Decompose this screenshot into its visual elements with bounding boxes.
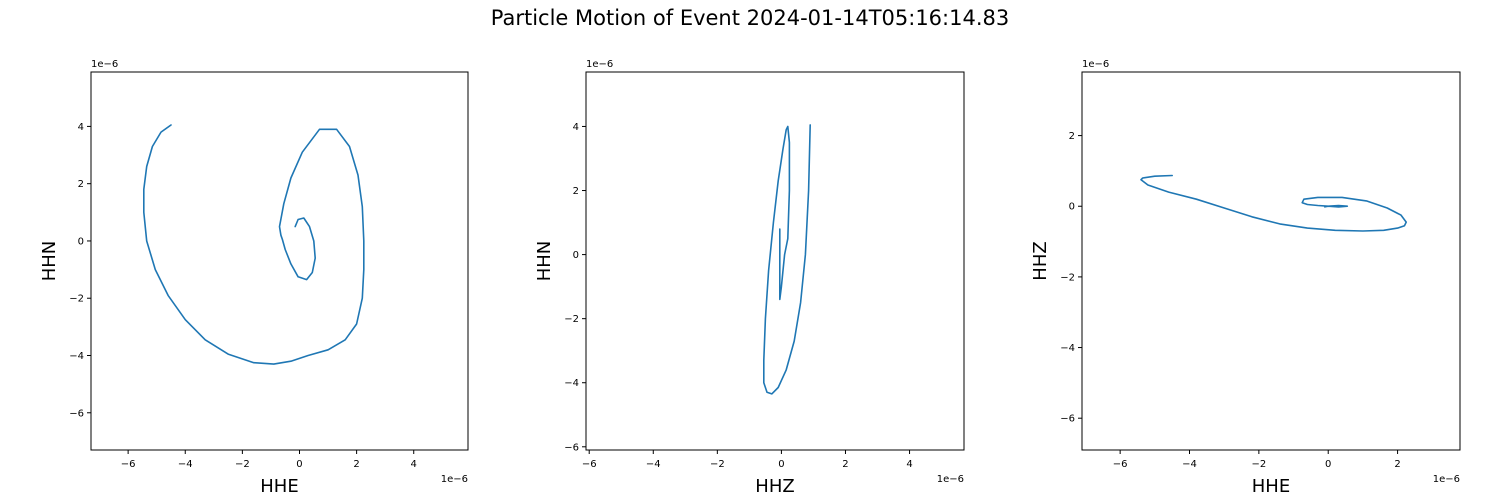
y-tick-label: −4 xyxy=(69,351,84,362)
x-tick-label: −6 xyxy=(121,459,136,470)
x-tick-label: 4 xyxy=(411,459,417,470)
series-line xyxy=(762,124,812,395)
axes-frame xyxy=(90,71,469,451)
x-tick-label: 2 xyxy=(842,459,848,470)
y-offset-label: 1e−6 xyxy=(91,59,118,70)
x-tick-label: −4 xyxy=(646,459,661,470)
x-offset-label: 1e−6 xyxy=(441,474,468,485)
y-tick-label: 0 xyxy=(1069,202,1075,213)
y-tick-label: −4 xyxy=(564,378,579,389)
y-tick-label: 4 xyxy=(78,122,84,133)
subplot-3: −6 −4 −2 0 2 −6 −4 −2 0 2 HHE HHZ 1e−6 1e−6 xyxy=(1030,59,1461,497)
x-offset-label: 1e−6 xyxy=(1433,474,1460,485)
x-tick-label: −2 xyxy=(710,459,725,470)
x-axis-label: HHE xyxy=(260,476,298,497)
x-tick-label: 0 xyxy=(778,459,784,470)
subplot-1: −6 −4 −2 0 2 4 −6 −4 −2 0 2 4 HHE HHN 1e−6 1e−6 xyxy=(39,59,469,497)
x-tick-label: 2 xyxy=(353,459,359,470)
x-offset-label: 1e−6 xyxy=(937,474,964,485)
y-tick-label: 0 xyxy=(573,250,579,261)
y-axis-label: HHN xyxy=(39,241,60,282)
axes-frame xyxy=(585,71,965,451)
y-tick-label: 0 xyxy=(78,236,84,247)
x-tick-label: −4 xyxy=(178,459,193,470)
x-tick-label: −6 xyxy=(1113,459,1128,470)
y-tick-label: 2 xyxy=(573,186,579,197)
x-axis-label: HHE xyxy=(1252,476,1290,497)
y-axis-label: HHZ xyxy=(1030,241,1051,280)
x-tick-label: 4 xyxy=(906,459,912,470)
x-tick-label: −2 xyxy=(1251,459,1266,470)
y-axis-label: HHN xyxy=(534,241,555,282)
y-tick-label: 4 xyxy=(573,122,579,133)
x-tick-label: −4 xyxy=(1182,459,1197,470)
x-tick-label: 0 xyxy=(1325,459,1331,470)
y-tick-label: 2 xyxy=(78,179,84,190)
y-offset-label: 1e−6 xyxy=(1082,59,1109,70)
x-tick-label: 0 xyxy=(296,459,302,470)
x-axis-label: HHZ xyxy=(755,476,794,497)
y-tick-label: 2 xyxy=(1069,131,1075,142)
x-tick-label: 2 xyxy=(1394,459,1400,470)
y-tick-label: −4 xyxy=(1060,343,1075,354)
series-line xyxy=(143,124,365,365)
x-tick-label: −6 xyxy=(582,459,597,470)
y-offset-label: 1e−6 xyxy=(586,59,613,70)
subplot-2: −6 −4 −2 0 2 4 −6 −4 −2 0 2 4 HHZ HHN 1e−6 1e−6 xyxy=(534,59,965,497)
x-tick-label: −2 xyxy=(235,459,250,470)
y-tick-label: −6 xyxy=(1060,414,1075,425)
y-tick-label: −2 xyxy=(69,294,84,305)
series-line xyxy=(1140,174,1407,232)
y-tick-label: −2 xyxy=(564,314,579,325)
y-tick-label: −6 xyxy=(564,442,579,453)
figure-title: Particle Motion of Event 2024-01-14T05:1… xyxy=(490,6,1010,30)
axes-frame xyxy=(1081,71,1461,451)
y-tick-label: −2 xyxy=(1060,272,1075,283)
y-tick-label: −6 xyxy=(69,408,84,419)
